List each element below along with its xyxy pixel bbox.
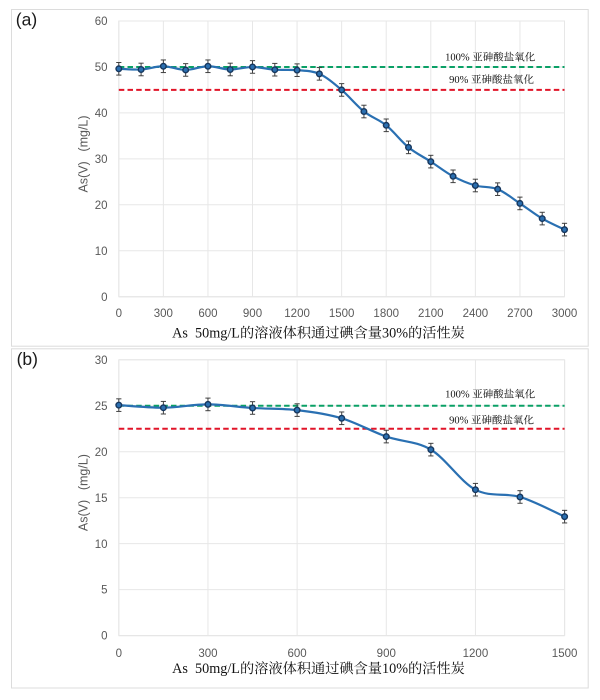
svg-text:30: 30 xyxy=(95,355,108,367)
svg-text:1500: 1500 xyxy=(329,308,355,320)
svg-text:20: 20 xyxy=(95,200,108,212)
svg-text:900: 900 xyxy=(377,648,396,660)
svg-text:0: 0 xyxy=(116,648,122,660)
svg-text:10: 10 xyxy=(95,246,108,258)
svg-text:600: 600 xyxy=(198,308,217,320)
svg-text:1800: 1800 xyxy=(373,308,399,320)
svg-text:100%: 100% xyxy=(445,53,472,64)
svg-text:As(V) (mg/L): As(V) (mg/L) xyxy=(77,454,91,531)
svg-text:15: 15 xyxy=(95,493,108,505)
svg-text:(a): (a) xyxy=(16,10,37,30)
svg-text:10: 10 xyxy=(95,539,108,551)
svg-text:90%: 90% xyxy=(449,75,471,86)
svg-text:600: 600 xyxy=(288,648,307,660)
svg-text:3000: 3000 xyxy=(552,308,578,320)
svg-text:900: 900 xyxy=(243,308,262,320)
svg-text:90%: 90% xyxy=(449,416,471,427)
svg-text:5: 5 xyxy=(101,585,107,597)
svg-text:2400: 2400 xyxy=(463,308,489,320)
svg-text:30: 30 xyxy=(95,154,108,166)
svg-text:25: 25 xyxy=(95,401,108,413)
svg-text:1200: 1200 xyxy=(284,308,310,320)
svg-text:300: 300 xyxy=(154,308,173,320)
svg-text:40: 40 xyxy=(95,108,108,120)
svg-text:60: 60 xyxy=(95,16,108,28)
svg-text:300: 300 xyxy=(198,648,217,660)
svg-text:0: 0 xyxy=(101,631,107,643)
svg-text:50: 50 xyxy=(95,62,108,74)
svg-text:100%: 100% xyxy=(445,390,472,401)
svg-text:2100: 2100 xyxy=(418,308,444,320)
svg-text:As 50mg/L: As 50mg/L xyxy=(172,326,240,342)
svg-text:20: 20 xyxy=(95,447,108,459)
svg-text:2700: 2700 xyxy=(507,308,533,320)
svg-text:1500: 1500 xyxy=(552,648,578,660)
svg-text:As(V) (mg/L): As(V) (mg/L) xyxy=(77,115,91,192)
svg-text:30%: 30% xyxy=(382,326,408,342)
svg-text:As 50mg/L: As 50mg/L xyxy=(172,661,240,677)
svg-text:0: 0 xyxy=(101,292,107,304)
svg-text:1200: 1200 xyxy=(463,648,489,660)
svg-text:(b): (b) xyxy=(17,349,38,369)
svg-text:10%: 10% xyxy=(382,661,408,677)
svg-text:0: 0 xyxy=(116,308,122,320)
